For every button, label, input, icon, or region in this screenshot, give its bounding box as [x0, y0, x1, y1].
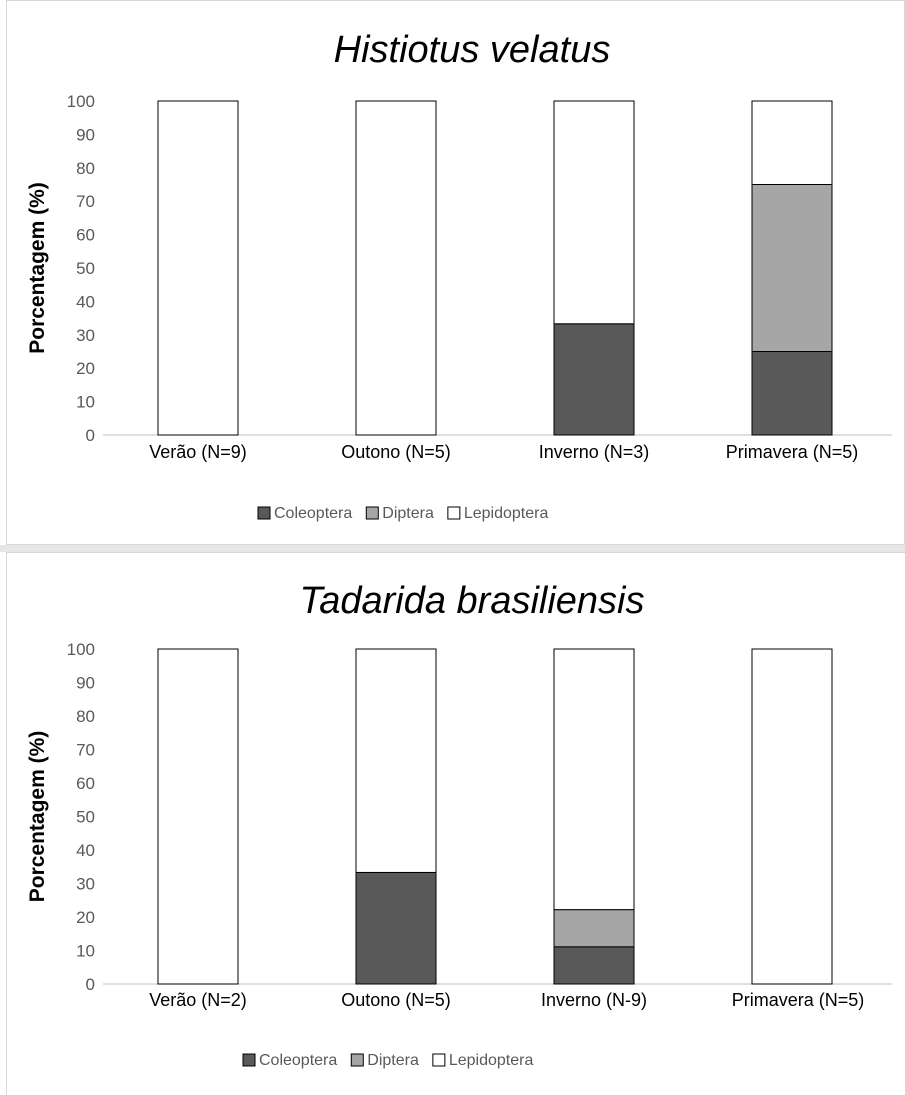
legend: Coleoptera Diptera Lepidoptera: [242, 1052, 534, 1069]
y-tick-label: 80: [76, 707, 95, 726]
y-tick-label: 60: [76, 774, 95, 793]
y-tick-label: 100: [67, 92, 95, 111]
legend-label-coleoptera: Coleoptera: [274, 505, 352, 522]
bar-lepidoptera: [553, 648, 635, 911]
legend-swatch-lepidoptera: [432, 1053, 446, 1067]
legend: Coleoptera Diptera Lepidoptera: [257, 505, 549, 522]
legend-label-lepidoptera: Lepidoptera: [464, 505, 549, 522]
y-tick-label: 30: [76, 875, 95, 894]
legend-label-coleoptera: Coleoptera: [259, 1052, 337, 1069]
x-tick-label: Outono (N=5): [341, 442, 451, 462]
y-tick-label: 0: [86, 975, 95, 994]
legend-label-diptera: Diptera: [382, 505, 434, 522]
y-tick-label: 90: [76, 674, 95, 693]
bar-diptera: [553, 909, 635, 948]
y-tick-label: 20: [76, 908, 95, 927]
chart-0: Histiotus velatus Porcentagem (%) 0 10 20 30 4…: [26, 29, 892, 522]
bar-lepidoptera: [553, 100, 635, 325]
y-tick-label: 90: [76, 125, 95, 144]
x-tick-label: Verão (N=2): [149, 990, 247, 1010]
chart-1: Tadarida brasiliensis Porcentagem (%) 0 10 2…: [26, 580, 892, 1069]
chart-title: Histiotus velatus: [334, 29, 611, 71]
y-tick-label: 20: [76, 359, 95, 378]
bar-lepidoptera: [355, 648, 437, 873]
y-tick-label: 0: [86, 426, 95, 445]
y-tick-label: 10: [76, 393, 95, 412]
legend-swatch-lepidoptera: [447, 506, 461, 520]
y-tick-label: 60: [76, 226, 95, 245]
y-tick-label: 10: [76, 942, 95, 961]
x-tick-label: Inverno (N=3): [539, 442, 650, 462]
y-tick-label: 40: [76, 841, 95, 860]
y-tick-label: 50: [76, 259, 95, 278]
y-tick-label: 70: [76, 192, 95, 211]
legend-label-lepidoptera: Lepidoptera: [449, 1052, 534, 1069]
panel-separator: [0, 545, 905, 552]
x-tick-label: Primavera (N=5): [726, 442, 859, 462]
y-tick-label: 70: [76, 741, 95, 760]
y-tick-label: 40: [76, 292, 95, 311]
bar-lepidoptera: [355, 100, 437, 436]
y-tick-label: 80: [76, 159, 95, 178]
x-tick-label: Primavera (N=5): [732, 990, 865, 1010]
bar-coleoptera: [553, 946, 635, 985]
bar-lepidoptera: [751, 648, 833, 985]
y-tick-label: 30: [76, 326, 95, 345]
x-tick-label: Verão (N=9): [149, 442, 247, 462]
y-axis-label: Porcentagem (%): [26, 182, 49, 354]
legend-swatch-coleoptera: [242, 1053, 256, 1067]
bar-coleoptera: [751, 351, 833, 436]
bar-coleoptera: [355, 871, 437, 985]
chart-title: Tadarida brasiliensis: [299, 580, 644, 622]
legend-swatch-diptera: [365, 506, 379, 520]
y-tick-label: 50: [76, 808, 95, 827]
bar-lepidoptera: [157, 648, 239, 985]
x-tick-label: Inverno (N-9): [541, 990, 647, 1010]
bar-coleoptera: [553, 323, 635, 436]
bar-lepidoptera: [157, 100, 239, 436]
bar-diptera: [751, 184, 833, 352]
legend-swatch-diptera: [350, 1053, 364, 1067]
bar-lepidoptera: [751, 100, 833, 185]
y-axis-label: Porcentagem (%): [26, 731, 49, 903]
legend-swatch-coleoptera: [257, 506, 271, 520]
y-tick-label: 100: [67, 640, 95, 659]
legend-label-diptera: Diptera: [367, 1052, 419, 1069]
x-tick-label: Outono (N=5): [341, 990, 451, 1010]
